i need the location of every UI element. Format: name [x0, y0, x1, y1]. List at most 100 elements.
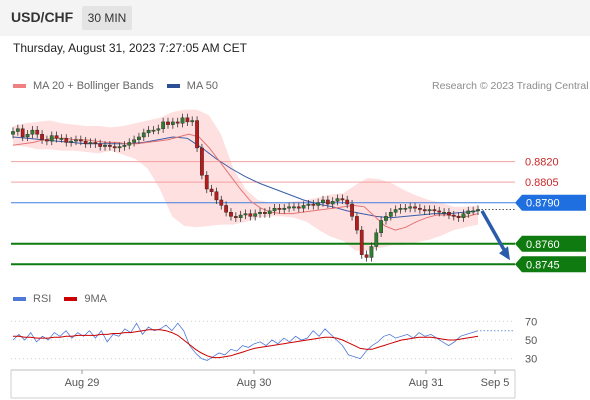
candle-body	[190, 120, 195, 123]
bollinger-band	[13, 109, 478, 251]
candle-body	[384, 216, 388, 221]
candle-body	[471, 210, 476, 213]
level-tag-0.8760	[515, 235, 586, 252]
research-credit: Research © 2023 Trading Central	[432, 80, 589, 92]
candle-body	[437, 210, 442, 213]
candle-body	[78, 139, 83, 142]
timeframe-button[interactable]: 30 MIN	[82, 6, 132, 30]
candle-body	[40, 134, 44, 140]
candle-body	[345, 199, 350, 205]
level-label-0.8790: 0.8790	[526, 198, 560, 210]
ma50-legend-label: MA 50	[186, 80, 218, 92]
candle-body	[447, 212, 451, 216]
candle-body	[388, 212, 393, 217]
candle-body	[427, 209, 432, 212]
candle-body	[413, 206, 417, 209]
candle-body	[54, 135, 59, 139]
candle-body	[258, 212, 262, 214]
candle-body	[277, 207, 282, 210]
candle-body	[456, 216, 461, 218]
candle-body	[195, 120, 199, 149]
candle-body	[243, 213, 248, 216]
rsi-line	[12, 322, 479, 361]
candle-body	[374, 232, 379, 247]
candle-body	[224, 205, 229, 213]
candle-body	[253, 213, 258, 217]
candle-body	[301, 205, 306, 209]
candle-body	[398, 207, 403, 210]
candle-body	[170, 121, 175, 125]
candle-body	[88, 142, 93, 145]
candle-body	[311, 203, 316, 206]
candle-body	[185, 117, 190, 123]
candle-body	[229, 212, 233, 217]
candle-body	[112, 146, 117, 149]
candle-body	[267, 210, 272, 214]
candle-body	[93, 142, 98, 145]
level-tag-0.8790	[515, 194, 586, 211]
candle-body	[233, 216, 238, 218]
rsi-ma-legend-label: 9MA	[84, 293, 107, 305]
candle-body	[369, 246, 374, 258]
candle-body	[379, 220, 384, 234]
time-tick-label: Aug 31	[409, 377, 444, 389]
candle-body	[35, 129, 40, 135]
candle-body	[282, 207, 287, 210]
candle-body	[15, 128, 20, 132]
price-legend: MA 20 + Bollinger Bands MA 50	[13, 80, 218, 92]
candle-body	[83, 140, 88, 145]
candle-body	[417, 207, 422, 210]
candle-body	[20, 128, 25, 138]
candle-body	[335, 198, 340, 202]
candle-body	[30, 129, 35, 135]
ma50-swatch	[166, 84, 180, 88]
forecast-arrowhead	[499, 246, 510, 261]
candle-body	[122, 144, 127, 147]
candle-body	[127, 142, 132, 146]
candle-body	[151, 129, 156, 132]
candle-body	[180, 117, 185, 124]
candle-body	[330, 201, 335, 205]
candle-body	[476, 209, 480, 212]
candle-body	[306, 203, 311, 206]
candle-body	[408, 206, 413, 209]
forecast-arrow-shaft	[480, 210, 508, 255]
time-tick-label: Aug 30	[237, 377, 272, 389]
candle-body	[219, 199, 224, 206]
candle-body	[296, 206, 301, 209]
candle-body	[403, 207, 408, 210]
rsi-tick-30: 30	[525, 354, 537, 366]
time-tick-label: Aug 29	[65, 377, 100, 389]
candle-body	[175, 121, 180, 124]
candle-body	[137, 136, 141, 140]
candle-body	[325, 199, 330, 205]
candle-body	[238, 214, 243, 218]
level-label-0.8760: 0.8760	[526, 239, 560, 251]
candle-body	[74, 139, 78, 142]
rsi-legend-label: RSI	[33, 293, 52, 305]
level-label-0.8805: 0.8805	[525, 177, 559, 189]
candle-body	[107, 144, 112, 147]
candle-body	[393, 209, 398, 213]
ma20-legend-label: MA 20 + Bollinger Bands	[33, 80, 154, 92]
candle-body	[45, 139, 49, 142]
candle-body	[214, 191, 219, 201]
candle-body	[146, 129, 151, 134]
candle-body	[64, 138, 69, 143]
top-bar: USD/CHF 30 MIN	[0, 0, 590, 36]
rsi-tick-70: 70	[525, 316, 537, 328]
candle-body	[292, 206, 296, 209]
candle-body	[355, 216, 359, 231]
candle-body	[49, 135, 54, 142]
candle-body	[461, 213, 466, 218]
candle-body	[432, 209, 437, 212]
candle-body	[103, 144, 107, 147]
candle-body	[69, 140, 74, 143]
candle-body	[272, 207, 277, 212]
candle-body	[98, 143, 103, 147]
candle-body	[209, 188, 214, 192]
candle-body	[287, 206, 291, 209]
candle-body	[156, 128, 161, 131]
level-label-0.8820: 0.8820	[525, 157, 559, 169]
